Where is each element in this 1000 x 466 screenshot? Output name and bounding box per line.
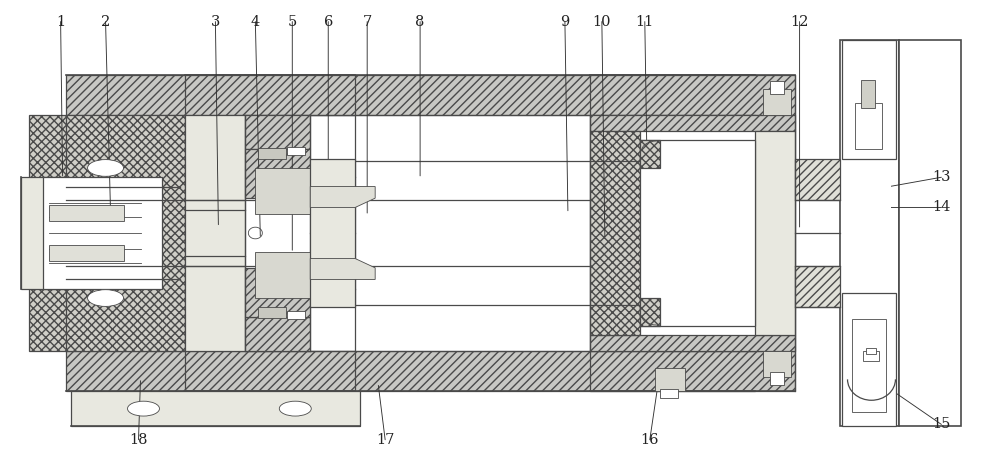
Polygon shape: [795, 158, 840, 200]
Text: 15: 15: [932, 418, 951, 432]
Circle shape: [279, 401, 311, 416]
Polygon shape: [66, 75, 245, 115]
Text: 9: 9: [560, 14, 570, 28]
Bar: [866, 348, 876, 354]
Text: 8: 8: [415, 14, 425, 28]
Bar: [355, 115, 755, 351]
Bar: [43, 177, 162, 289]
Text: 18: 18: [129, 433, 148, 447]
Bar: [863, 351, 879, 361]
Text: 12: 12: [790, 14, 809, 28]
Polygon shape: [590, 115, 795, 131]
Text: 6: 6: [324, 14, 333, 28]
Bar: [840, 40, 899, 426]
Polygon shape: [185, 115, 245, 351]
Bar: [770, 372, 784, 385]
Polygon shape: [185, 75, 355, 115]
Polygon shape: [245, 316, 310, 351]
Text: 16: 16: [641, 433, 659, 447]
Bar: [287, 147, 305, 155]
Bar: [848, 45, 891, 421]
Text: 13: 13: [932, 170, 951, 184]
Polygon shape: [29, 115, 185, 351]
Polygon shape: [245, 115, 310, 150]
Text: 4: 4: [251, 14, 260, 28]
Text: 10: 10: [593, 14, 611, 28]
Bar: [287, 311, 305, 319]
Bar: [49, 205, 124, 221]
Bar: [861, 80, 875, 108]
Polygon shape: [185, 351, 355, 391]
Text: 3: 3: [211, 14, 220, 28]
Bar: [852, 319, 886, 412]
Polygon shape: [71, 391, 360, 426]
Polygon shape: [310, 186, 375, 207]
Bar: [255, 168, 310, 214]
Bar: [655, 368, 685, 391]
Text: 5: 5: [288, 14, 297, 28]
Polygon shape: [310, 259, 375, 280]
Bar: [660, 389, 678, 398]
Polygon shape: [66, 351, 245, 391]
Polygon shape: [245, 268, 310, 316]
Polygon shape: [21, 177, 66, 289]
Polygon shape: [590, 75, 795, 115]
Bar: [763, 89, 791, 115]
Polygon shape: [590, 131, 640, 335]
Bar: [770, 81, 784, 94]
Circle shape: [88, 159, 124, 176]
Polygon shape: [245, 351, 755, 391]
Polygon shape: [245, 150, 310, 198]
Bar: [49, 245, 124, 261]
Circle shape: [88, 290, 124, 307]
Text: 17: 17: [376, 433, 394, 447]
Bar: [245, 115, 755, 351]
Polygon shape: [590, 335, 795, 351]
Text: 1: 1: [56, 14, 65, 28]
Bar: [855, 103, 882, 150]
Bar: [258, 308, 286, 317]
Polygon shape: [590, 351, 795, 391]
Bar: [310, 158, 355, 308]
Polygon shape: [640, 298, 660, 326]
Bar: [640, 140, 755, 326]
Text: 11: 11: [636, 14, 654, 28]
Text: 14: 14: [932, 200, 951, 214]
Polygon shape: [245, 75, 755, 115]
Bar: [899, 40, 961, 426]
Text: 7: 7: [363, 14, 372, 28]
Polygon shape: [640, 140, 660, 168]
Bar: [590, 115, 795, 351]
Circle shape: [128, 401, 159, 416]
Polygon shape: [795, 266, 840, 308]
Polygon shape: [755, 131, 795, 335]
Text: 2: 2: [101, 14, 110, 28]
Bar: [763, 351, 791, 377]
Bar: [842, 294, 896, 426]
Bar: [258, 149, 286, 158]
Bar: [255, 252, 310, 298]
Bar: [842, 40, 896, 158]
